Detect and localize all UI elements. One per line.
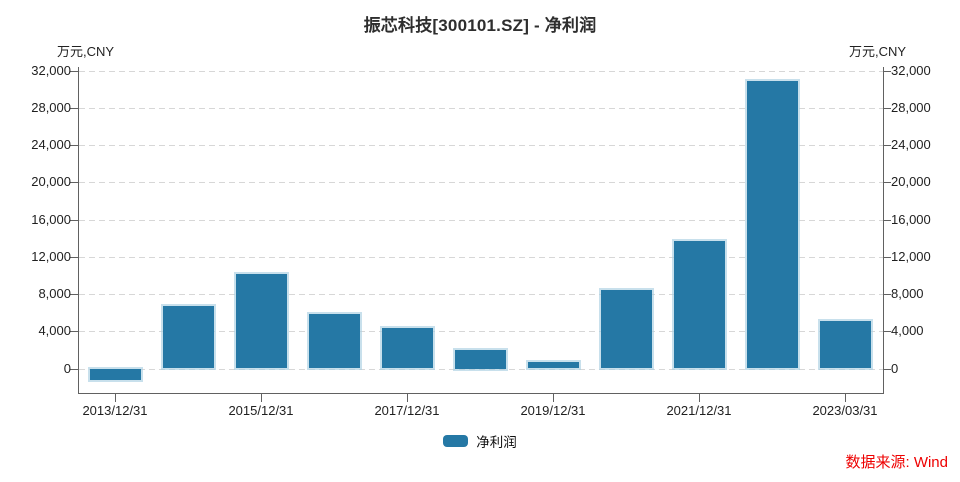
bar[interactable] (308, 314, 360, 369)
bar[interactable] (746, 81, 798, 369)
x-tick-label: 2017/12/31 (374, 403, 440, 418)
y-tick-mark-right (883, 368, 891, 370)
y-axis-right (883, 67, 884, 393)
y-axis-unit-right: 万元,CNY (849, 44, 907, 59)
y-tick-mark-left (70, 294, 78, 295)
data-source-note: 数据来源: Wind (845, 454, 948, 471)
y-tick-label-left: 32,000 (31, 62, 71, 78)
y-tick-mark-right (883, 331, 891, 333)
y-tick-mark-left (70, 219, 78, 221)
h-gridline (79, 182, 883, 184)
x-tick-mark (407, 394, 408, 402)
y-tick-label-left: 16,000 (31, 211, 71, 227)
legend[interactable]: 净利润 (0, 431, 960, 451)
h-gridline (79, 107, 883, 109)
y-tick-mark-left (70, 256, 78, 258)
y-tick-mark-right (883, 145, 891, 146)
y-tick-label-right: 28,000 (891, 99, 931, 115)
y-tick-mark-right (883, 219, 891, 221)
y-tick-mark-right (883, 182, 891, 184)
y-tick-mark-left (70, 182, 78, 184)
bar[interactable] (89, 368, 141, 380)
chart-title: 振芯科技[300101.SZ] - 净利润 (363, 16, 597, 35)
y-tick-label-left: 12,000 (31, 248, 71, 264)
h-gridline (79, 331, 883, 333)
y-tick-label-left: 28,000 (31, 99, 71, 115)
x-tick-mark (115, 394, 116, 402)
y-tick-mark-right (883, 107, 891, 109)
y-tick-label-right: 4,000 (891, 323, 924, 339)
y-tick-label-left: 8,000 (38, 286, 71, 301)
bar[interactable] (454, 349, 506, 369)
y-tick-mark-left (70, 331, 78, 333)
y-tick-label-right: 24,000 (891, 137, 931, 152)
y-tick-label-right: 0 (891, 360, 899, 376)
bar[interactable] (673, 240, 725, 369)
y-axis-left (78, 67, 79, 393)
y-tick-label-right: 32,000 (891, 62, 931, 78)
y-tick-label-left: 20,000 (31, 174, 71, 190)
legend-swatch-icon (443, 435, 469, 447)
y-tick-label-left: 24,000 (31, 137, 71, 152)
y-tick-label-right: 12,000 (891, 248, 931, 264)
bar[interactable] (381, 328, 433, 369)
x-tick-mark (261, 394, 262, 402)
x-axis-bottom (78, 393, 884, 394)
y-tick-label-right: 16,000 (891, 211, 931, 227)
y-tick-mark-right (883, 256, 891, 258)
bar[interactable] (527, 362, 579, 369)
x-tick-label: 2013/12/31 (82, 403, 148, 418)
x-tick-label: 2021/12/31 (666, 403, 732, 418)
x-tick-label: 2023/03/31 (812, 403, 878, 418)
bar[interactable] (162, 306, 214, 369)
y-tick-mark-left (70, 145, 78, 146)
x-tick-label: 2015/12/31 (228, 403, 294, 418)
x-tick-mark (699, 394, 700, 402)
h-gridline (79, 294, 883, 295)
h-gridline (79, 256, 883, 258)
y-axis-unit-left: 万元,CNY (57, 44, 115, 59)
y-tick-mark-right (883, 70, 891, 72)
x-tick-mark (845, 394, 846, 402)
y-tick-mark-left (70, 368, 78, 370)
bar[interactable] (235, 274, 287, 369)
legend-label: 净利润 (476, 435, 517, 450)
bar[interactable] (819, 321, 871, 369)
h-gridline (79, 368, 883, 370)
y-tick-mark-left (70, 70, 78, 72)
h-gridline (79, 70, 883, 72)
y-tick-mark-right (883, 294, 891, 295)
h-gridline (79, 145, 883, 146)
y-tick-label-left: 0 (63, 360, 71, 376)
bar[interactable] (600, 290, 652, 369)
y-tick-label-left: 4,000 (38, 323, 71, 339)
h-gridline (79, 219, 883, 221)
x-tick-label: 2019/12/31 (520, 403, 586, 418)
x-tick-mark (553, 394, 554, 402)
y-tick-label-right: 8,000 (891, 286, 924, 301)
y-tick-label-right: 20,000 (891, 174, 931, 190)
y-tick-mark-left (70, 107, 78, 109)
